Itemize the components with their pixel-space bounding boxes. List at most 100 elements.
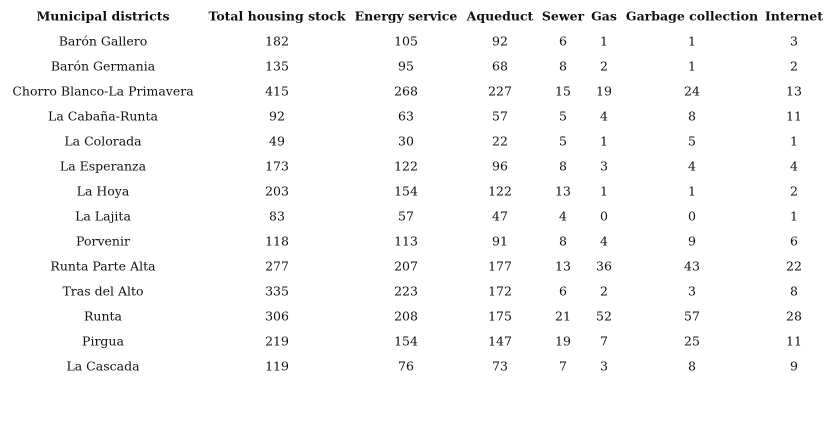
cell-value: 7: [600, 334, 608, 349]
cell-value: 6: [559, 34, 567, 49]
cell-value: 3: [688, 284, 696, 299]
cell-value: 0: [688, 209, 696, 224]
cell-value: 30: [398, 134, 414, 149]
cell-value: 4: [559, 209, 567, 224]
district-name: Chorro Blanco-La Primavera: [12, 84, 194, 99]
cell-value: 2: [790, 184, 798, 199]
district-name: La Cabaña-Runta: [48, 109, 158, 124]
cell-value: 73: [492, 359, 508, 374]
cell-value: 0: [600, 209, 608, 224]
cell-value: 28: [786, 309, 802, 324]
cell-value: 1: [790, 134, 798, 149]
cell-value: 8: [559, 159, 567, 174]
cell-value: 43: [684, 259, 700, 274]
cell-value: 182: [265, 34, 289, 49]
cell-value: 22: [786, 259, 802, 274]
cell-value: 3: [600, 359, 608, 374]
column-header: Gas: [591, 9, 617, 24]
cell-value: 177: [488, 259, 512, 274]
cell-value: 3: [790, 34, 798, 49]
cell-value: 277: [265, 259, 289, 274]
cell-value: 19: [555, 334, 571, 349]
cell-value: 6: [790, 234, 798, 249]
cell-value: 147: [488, 334, 512, 349]
cell-value: 11: [786, 109, 802, 124]
cell-value: 92: [269, 109, 285, 124]
district-name: Barón Gallero: [59, 34, 148, 49]
cell-value: 25: [684, 334, 700, 349]
cell-value: 11: [786, 334, 802, 349]
cell-value: 91: [492, 234, 508, 249]
cell-value: 4: [790, 159, 798, 174]
cell-value: 135: [265, 59, 289, 74]
district-name: Barón Germania: [51, 59, 156, 74]
cell-value: 173: [265, 159, 289, 174]
cell-value: 122: [488, 184, 512, 199]
district-name: La Lajita: [75, 209, 131, 224]
cell-value: 76: [398, 359, 414, 374]
cell-value: 175: [488, 309, 512, 324]
cell-value: 268: [394, 84, 418, 99]
cell-value: 83: [269, 209, 285, 224]
cell-value: 7: [559, 359, 567, 374]
cell-value: 57: [492, 109, 508, 124]
district-name: La Esperanza: [60, 159, 147, 174]
cell-value: 3: [600, 159, 608, 174]
cell-value: 96: [492, 159, 508, 174]
cell-value: 154: [394, 184, 418, 199]
cell-value: 207: [394, 259, 418, 274]
cell-value: 2: [600, 59, 608, 74]
cell-value: 2: [600, 284, 608, 299]
cell-value: 1: [688, 59, 696, 74]
cell-value: 2: [790, 59, 798, 74]
cell-value: 49: [269, 134, 285, 149]
cell-value: 154: [394, 334, 418, 349]
district-name: La Colorada: [64, 134, 142, 149]
cell-value: 8: [559, 234, 567, 249]
cell-value: 5: [688, 134, 696, 149]
district-name: La Cascada: [66, 359, 140, 374]
cell-value: 52: [596, 309, 612, 324]
cell-value: 113: [394, 234, 418, 249]
cell-value: 219: [265, 334, 289, 349]
cell-value: 4: [600, 234, 608, 249]
column-header: Internet: [765, 9, 823, 24]
cell-value: 9: [790, 359, 798, 374]
district-name: La Hoya: [77, 184, 130, 199]
cell-value: 13: [555, 184, 571, 199]
column-header: Energy service: [355, 9, 458, 24]
cell-value: 22: [492, 134, 508, 149]
cell-value: 21: [555, 309, 571, 324]
cell-value: 63: [398, 109, 414, 124]
cell-value: 1: [600, 34, 608, 49]
cell-value: 306: [265, 309, 289, 324]
cell-value: 1: [688, 34, 696, 49]
cell-value: 118: [265, 234, 289, 249]
cell-value: 36: [596, 259, 612, 274]
cell-value: 68: [492, 59, 508, 74]
cell-value: 227: [488, 84, 512, 99]
cell-value: 1: [790, 209, 798, 224]
cell-value: 5: [559, 134, 567, 149]
cell-value: 172: [488, 284, 512, 299]
cell-value: 1: [688, 184, 696, 199]
cell-value: 8: [790, 284, 798, 299]
cell-value: 8: [688, 109, 696, 124]
cell-value: 105: [394, 34, 418, 49]
cell-value: 95: [398, 59, 414, 74]
cell-value: 1: [600, 134, 608, 149]
column-header: Aqueduct: [466, 9, 534, 24]
cell-value: 15: [555, 84, 571, 99]
cell-value: 4: [600, 109, 608, 124]
cell-value: 122: [394, 159, 418, 174]
cell-value: 415: [265, 84, 289, 99]
district-name: Tras del Alto: [62, 284, 143, 299]
column-header: Municipal districts: [36, 9, 169, 24]
cell-value: 119: [265, 359, 289, 374]
cell-value: 24: [684, 84, 700, 99]
cell-value: 13: [555, 259, 571, 274]
cell-value: 223: [394, 284, 418, 299]
cell-value: 19: [596, 84, 612, 99]
